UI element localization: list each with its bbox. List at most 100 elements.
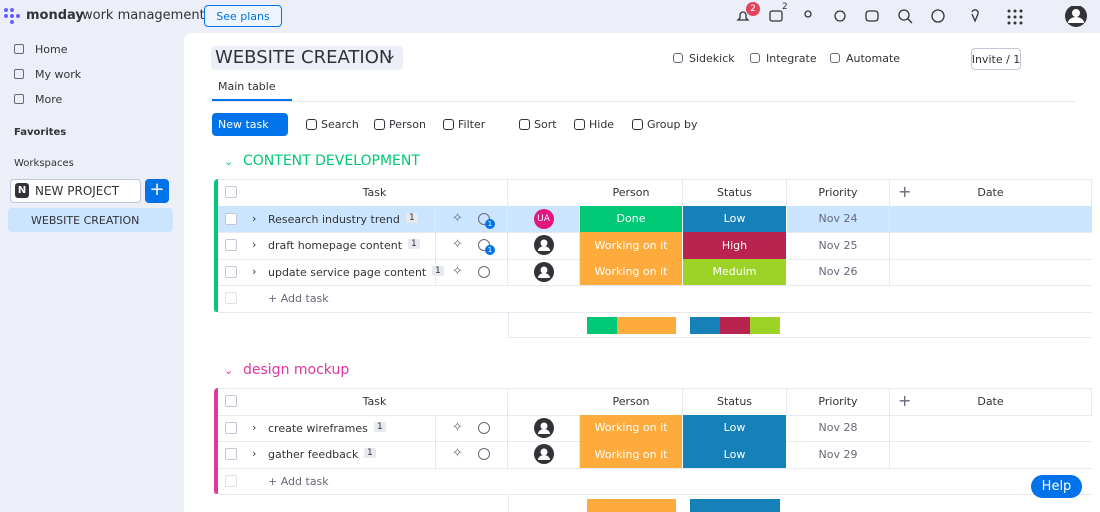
- help-button[interactable]: Help: [1031, 475, 1082, 498]
- task-name[interactable]: update service page content: [268, 265, 427, 279]
- new-task-text: New task: [218, 118, 269, 131]
- expand[interactable]: ›: [252, 238, 257, 251]
- task-name[interactable]: draft homepage content: [268, 239, 403, 252]
- subitem-count: 1: [374, 421, 386, 432]
- group-border: [214, 179, 218, 312]
- avatar[interactable]: UA: [533, 208, 554, 229]
- update-icon[interactable]: [478, 421, 490, 434]
- update-count: 1: [485, 245, 495, 255]
- board-action[interactable]: Sidekick: [689, 52, 735, 65]
- checkbox[interactable]: [225, 421, 237, 434]
- date-cell: Nov 26: [787, 258, 890, 285]
- ws-name: NEW PROJECT: [35, 184, 120, 198]
- toolbar-item[interactable]: Sort: [534, 118, 557, 131]
- toolbar-item[interactable]: Hide: [589, 118, 615, 131]
- expand[interactable]: ›: [252, 211, 257, 225]
- checkbox[interactable]: [225, 239, 237, 251]
- priority-cell: Low: [683, 414, 787, 441]
- priority-cell: Low: [683, 441, 787, 468]
- bell-icon[interactable]: [735, 8, 751, 24]
- toolbar-item[interactable]: Filter: [458, 118, 486, 131]
- group-caret: ⌄: [224, 364, 234, 377]
- nav-item[interactable]: My work: [35, 68, 82, 81]
- nav-item[interactable]: More: [35, 93, 63, 106]
- avatar-icon[interactable]: [533, 417, 554, 438]
- add-column[interactable]: +: [898, 182, 912, 201]
- task-divider: [435, 441, 436, 468]
- sidekick-icon[interactable]: ✧: [452, 210, 463, 226]
- group-title[interactable]: design mockup: [243, 362, 350, 378]
- row-line: [218, 388, 1092, 389]
- task-cell-border: [507, 205, 508, 232]
- status-cell: Working on it: [580, 414, 683, 441]
- expand[interactable]: ›: [252, 447, 257, 460]
- board-action[interactable]: Integrate: [766, 52, 817, 65]
- toolbar-item[interactable]: Person: [389, 118, 426, 131]
- checkbox[interactable]: [225, 186, 237, 198]
- invite-text: Invite / 1: [971, 52, 1021, 66]
- toolbar-icon: [519, 119, 530, 130]
- expand[interactable]: ›: [252, 264, 257, 278]
- notif-count: 2: [750, 4, 756, 14]
- title-caret: ⌄: [385, 47, 397, 63]
- ws-initial: N: [15, 183, 29, 198]
- add-column[interactable]: +: [898, 391, 912, 410]
- summary-segment: [750, 316, 780, 334]
- sidekick-icon[interactable]: ✧: [452, 419, 463, 435]
- help-text: Help: [1041, 479, 1072, 494]
- add-task[interactable]: + Add task: [268, 292, 329, 305]
- avatar-icon[interactable]: [533, 261, 554, 282]
- sidekick-icon[interactable]: ✧: [452, 237, 463, 252]
- task-name[interactable]: Research industry trend: [268, 212, 400, 226]
- action-icon: [830, 53, 840, 63]
- tab-rule: [212, 101, 1076, 102]
- update-icon[interactable]: [478, 265, 490, 278]
- expand[interactable]: ›: [252, 420, 257, 434]
- product: work management: [82, 8, 205, 23]
- task-name[interactable]: create wireframes: [268, 421, 368, 435]
- summary-segment: [690, 499, 780, 512]
- add-row-border: [214, 467, 218, 494]
- summary-segment: [720, 316, 750, 334]
- add-task[interactable]: + Add task: [268, 474, 329, 488]
- sidekick-icon[interactable]: ✧: [452, 446, 463, 461]
- checkbox[interactable]: [225, 448, 237, 460]
- ws-select[interactable]: [10, 179, 141, 203]
- checkbox[interactable]: [225, 474, 237, 487]
- checkbox[interactable]: [225, 395, 237, 407]
- board-action[interactable]: Automate: [846, 52, 901, 65]
- ws-add[interactable]: +: [145, 179, 169, 203]
- task-cell-border: [507, 258, 508, 285]
- new-task[interactable]: [212, 113, 288, 136]
- top-icons: [804, 6, 1087, 27]
- checkbox[interactable]: [225, 265, 237, 278]
- group-title[interactable]: CONTENT DEVELOPMENT: [243, 153, 420, 169]
- avatar-icon[interactable]: [533, 444, 554, 465]
- column-header: Priority: [787, 179, 890, 206]
- nav-item[interactable]: Home: [35, 43, 68, 56]
- task-cell-border: [507, 232, 508, 259]
- avatar-icon[interactable]: [533, 235, 554, 256]
- toolbar-icon: [306, 119, 317, 130]
- status-cell: Working on it: [580, 441, 683, 468]
- sidekick-icon[interactable]: ✧: [452, 263, 463, 279]
- tab[interactable]: Main table: [218, 80, 276, 93]
- row-line: [218, 467, 1092, 469]
- row-line: [218, 179, 1092, 180]
- inbox-icon[interactable]: [768, 8, 784, 24]
- update-icon[interactable]: [478, 448, 490, 460]
- board-link[interactable]: WEBSITE CREATION: [31, 214, 140, 227]
- task-cell-border: [507, 441, 508, 468]
- invite[interactable]: Invite / 1: [971, 48, 1021, 70]
- checkbox[interactable]: [225, 292, 237, 304]
- inbox-count: 2: [782, 2, 788, 12]
- summary-segment: [616, 316, 676, 334]
- toolbar-item[interactable]: Group by: [647, 118, 698, 131]
- see-plans[interactable]: See plans: [204, 5, 282, 27]
- checkbox[interactable]: [225, 212, 237, 225]
- toolbar-item[interactable]: Search: [321, 118, 359, 131]
- board-title[interactable]: WEBSITE CREATION: [215, 47, 393, 68]
- task-name[interactable]: gather feedback: [268, 448, 359, 461]
- favorites[interactable]: Favorites: [14, 127, 67, 138]
